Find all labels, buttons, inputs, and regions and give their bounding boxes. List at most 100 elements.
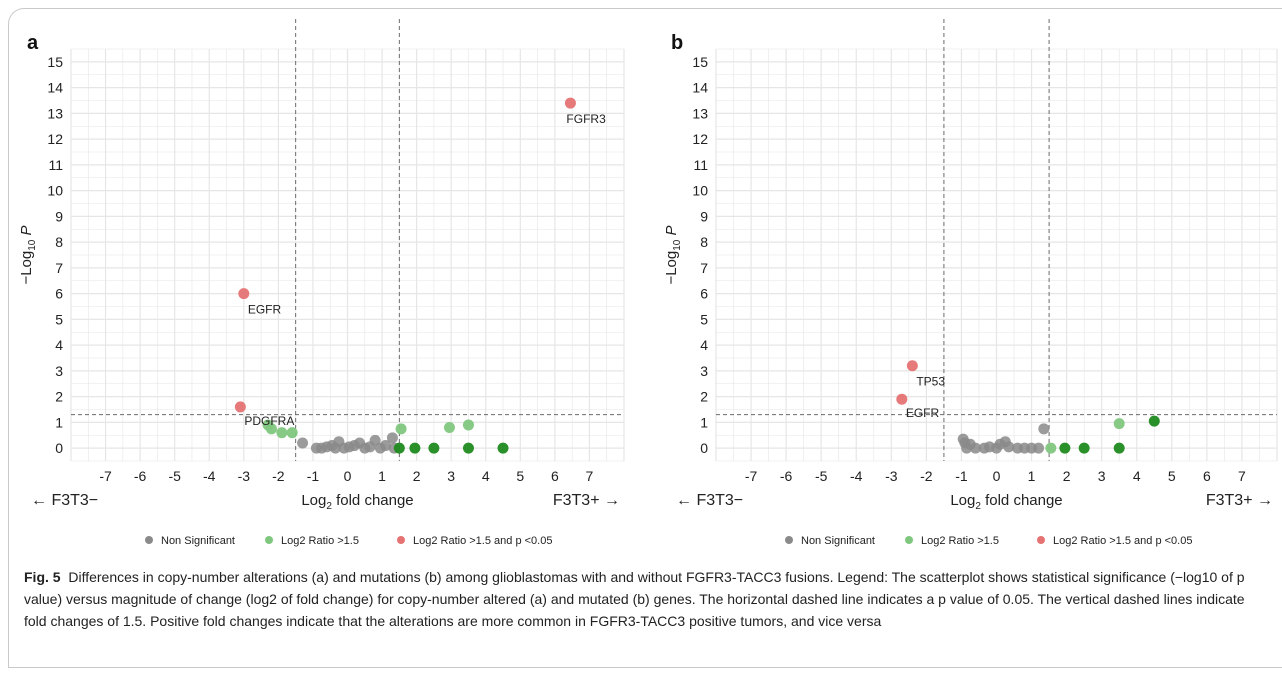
y-tick-label: 8 (55, 234, 63, 250)
legend: Non Significant Log2 Ratio >1.5 Log2 Ratio… (145, 535, 552, 547)
legend-entry: Non Significant (161, 535, 235, 547)
y-tick-label: 7 (55, 260, 63, 276)
y-tick-label: 6 (55, 286, 63, 302)
x-tick-label: 0 (344, 468, 352, 484)
data-point (1038, 423, 1050, 435)
legend-marker (1037, 536, 1045, 544)
x-tick-label: -4 (203, 468, 216, 484)
figure-caption: Fig. 5 Differences in copy-number altera… (24, 566, 1264, 632)
data-point (386, 432, 398, 444)
y-tick-label: 11 (48, 157, 63, 173)
volcano-plots: a-7 -6 -5 -4 -3 -2 -1 0 1 2 3 4 5 6 701234567891011121… (18, 19, 1278, 547)
x-tick-label: 1 (1028, 468, 1036, 484)
left-direction-label: ← F3T3− (676, 492, 743, 509)
x-axis-label: Log2 fold change (301, 492, 413, 512)
y-tick-label: 3 (55, 363, 63, 379)
data-point (276, 427, 288, 439)
data-point (443, 422, 455, 434)
x-tick-label: -2 (272, 468, 285, 484)
data-point (1113, 442, 1125, 454)
legend-entry: Log2 Ratio >1.5 (281, 535, 359, 547)
data-point (1148, 415, 1160, 427)
x-axis-label: Log2 fold change (950, 492, 1062, 512)
y-tick-label: 14 (692, 80, 708, 96)
x-tick-label: -1 (955, 468, 968, 484)
data-point (1113, 418, 1125, 430)
point-annotation: EGFR (248, 303, 282, 317)
x-tick-label: -3 (238, 468, 251, 484)
data-point (286, 427, 298, 439)
data-point (1045, 442, 1057, 454)
y-tick-label: 11 (693, 157, 708, 173)
x-tick-label: -6 (134, 468, 147, 484)
x-tick-label: 6 (551, 468, 559, 484)
data-point (393, 442, 405, 454)
data-point (380, 440, 392, 452)
point-annotation: TP53 (916, 375, 945, 389)
data-point (395, 423, 407, 435)
x-tick-label: 7 (586, 468, 594, 484)
y-tick-label: 9 (700, 208, 708, 224)
y-tick-label: 0 (700, 440, 708, 456)
x-tick-label: 5 (1168, 468, 1176, 484)
legend-marker (397, 536, 405, 544)
panel-label: a (27, 32, 39, 54)
legend-marker (905, 536, 913, 544)
x-tick-label: -5 (168, 468, 181, 484)
point-annotation: FGFR3 (566, 112, 606, 126)
data-point (409, 442, 421, 454)
data-point (497, 442, 509, 454)
legend-entry: Log2 Ratio >1.5 and p <0.05 (413, 535, 552, 547)
legend-entry: Log2 Ratio >1.5 (921, 535, 999, 547)
data-point (896, 393, 908, 405)
y-tick-label: 10 (692, 183, 708, 199)
data-point (564, 97, 576, 109)
y-tick-label: 12 (47, 131, 63, 147)
data-point (234, 401, 246, 413)
legend-entry: Non Significant (801, 535, 875, 547)
data-point (462, 442, 474, 454)
y-tick-label: 7 (700, 260, 708, 276)
data-point (265, 423, 277, 435)
y-tick-label: 5 (55, 311, 63, 327)
point-annotation: EGFR (906, 406, 940, 420)
y-tick-label: 4 (55, 337, 63, 353)
y-tick-label: 8 (700, 234, 708, 250)
x-tick-label: 2 (413, 468, 421, 484)
data-point (1078, 442, 1090, 454)
legend-marker (785, 536, 793, 544)
legend: Non Significant Log2 Ratio >1.5 Log2 Ratio… (785, 535, 1192, 547)
x-tick-label: 3 (1098, 468, 1106, 484)
x-tick-label: 4 (1133, 468, 1141, 484)
data-point (1059, 442, 1071, 454)
data-point (1033, 442, 1045, 454)
x-tick-label: -2 (920, 468, 933, 484)
y-tick-label: 15 (692, 54, 708, 70)
x-tick-label: 5 (516, 468, 524, 484)
data-point (1003, 441, 1015, 453)
x-tick-label: 3 (447, 468, 455, 484)
y-tick-label: 13 (47, 105, 63, 121)
y-axis-label: −Log10 P (663, 225, 683, 284)
y-tick-label: 12 (692, 131, 708, 147)
x-tick-label: 1 (378, 468, 386, 484)
data-point (238, 288, 250, 300)
x-tick-label: 2 (1063, 468, 1071, 484)
y-tick-label: 13 (692, 105, 708, 121)
data-point (428, 442, 440, 454)
y-tick-label: 4 (700, 337, 708, 353)
point-annotation: PDGFRA (244, 414, 294, 428)
y-tick-label: 1 (700, 414, 708, 430)
right-direction-label: F3T3+ → (1206, 492, 1273, 509)
x-tick-label: -1 (307, 468, 320, 484)
y-tick-label: 15 (47, 54, 63, 70)
y-axis-label: −Log10 P (18, 225, 38, 284)
data-point (297, 437, 309, 449)
x-tick-label: -7 (745, 468, 758, 484)
panel-label: b (671, 32, 683, 54)
x-tick-label: 7 (1238, 468, 1246, 484)
panel-a: a-7 -6 -5 -4 -3 -2 -1 0 1 2 3 4 5 6 701234567891011121… (18, 19, 625, 547)
x-tick-label: 0 (993, 468, 1001, 484)
left-direction-label: ← F3T3− (31, 492, 98, 509)
x-tick-label: -6 (780, 468, 793, 484)
